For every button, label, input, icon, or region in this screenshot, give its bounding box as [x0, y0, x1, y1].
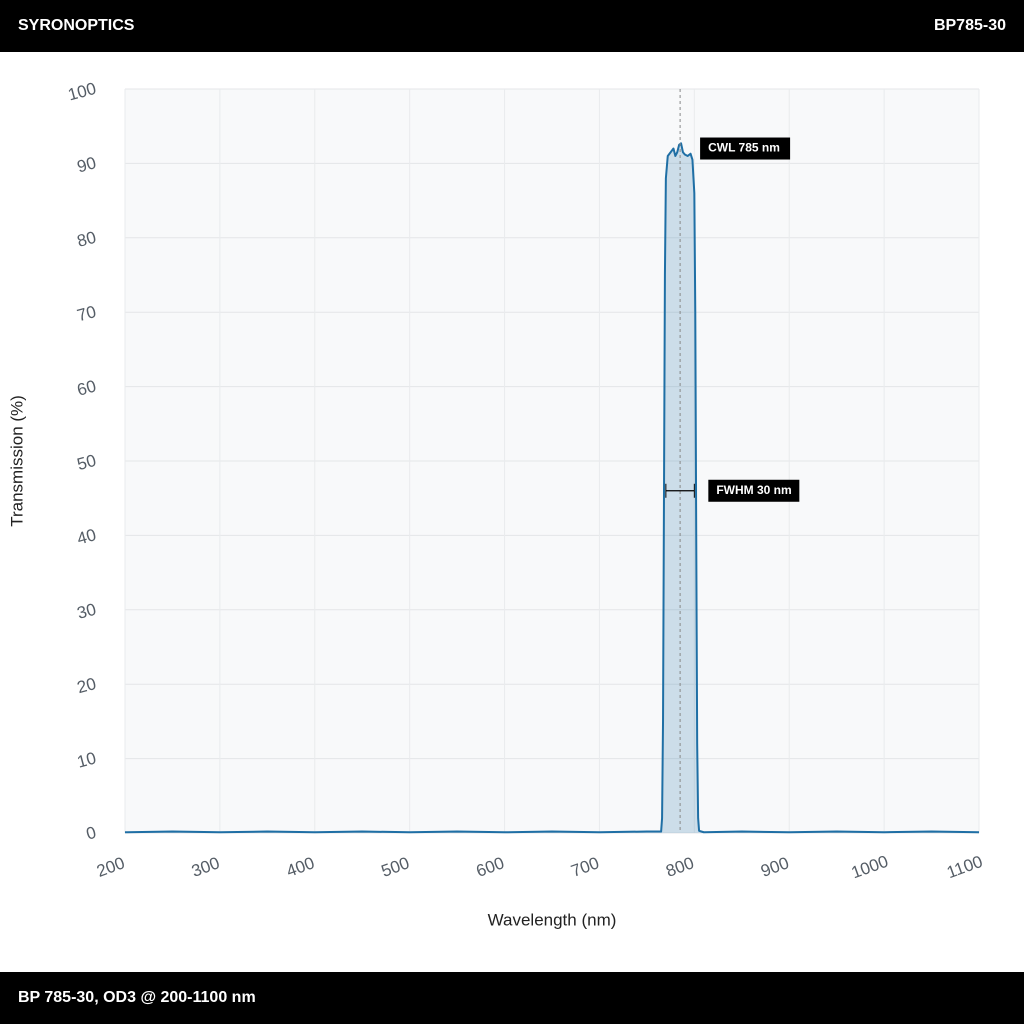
x-tick-label: 200	[94, 853, 127, 881]
y-tick-label: 80	[75, 228, 98, 251]
y-tick-label: 100	[66, 79, 98, 105]
x-tick-label: 300	[189, 853, 222, 881]
y-axis-label: Transmission (%)	[7, 395, 26, 527]
x-tick-label: 400	[284, 853, 317, 881]
product-code: BP785-30	[933, 17, 1006, 34]
x-tick-label: 600	[474, 853, 507, 881]
x-axis-label: Wavelength (nm)	[488, 910, 617, 929]
brand: SYRONOPTICS	[18, 17, 135, 34]
annotation-label: FWHM 30 nm	[716, 483, 791, 497]
y-tick-label: 90	[75, 153, 98, 176]
y-tick-label: 60	[75, 376, 98, 399]
footer-text: BP 785-30, OD3 @ 200-1100 nm	[18, 989, 256, 1006]
y-tick-label: 70	[75, 302, 98, 325]
x-tick-label: 1100	[944, 852, 985, 882]
annotation-box	[708, 479, 800, 502]
annotation-box	[700, 137, 791, 160]
y-tick-label: 20	[75, 674, 98, 697]
footer-bar: BP 785-30, OD3 @ 200-1100 nm	[0, 972, 1024, 1024]
y-tick-label: 30	[75, 600, 98, 623]
y-tick-label: 50	[75, 451, 98, 474]
x-tick-label: 700	[569, 853, 602, 881]
y-tick-label: 10	[75, 748, 98, 771]
x-tick-label: 900	[758, 853, 791, 881]
y-tick-label: 0	[84, 823, 98, 844]
x-tick-label: 500	[379, 853, 412, 881]
header-bar: SYRONOPTICS BP785-30	[0, 0, 1024, 52]
x-tick-label: 1000	[849, 852, 891, 883]
annotation-label: CWL 785 nm	[708, 141, 780, 155]
chart: Transmission (%) Wavelength (nm) 0 10 20 30…	[7, 79, 985, 930]
x-tick-label: 800	[663, 853, 696, 881]
line	[124, 142, 980, 834]
y-tick-label: 40	[75, 525, 98, 548]
